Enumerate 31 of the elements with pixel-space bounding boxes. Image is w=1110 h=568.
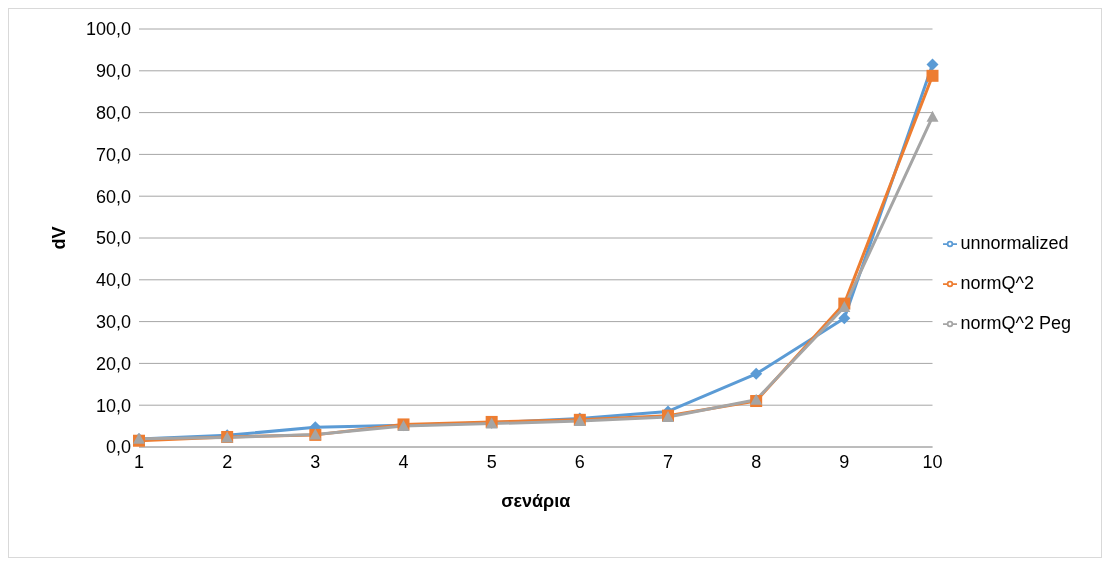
- x-tick-label: 10: [922, 451, 943, 472]
- x-tick-label: 4: [398, 451, 409, 472]
- y-tick-label: 0,0: [105, 437, 131, 458]
- legend-label: unnormalized: [960, 233, 1069, 253]
- x-tick-label: 9: [839, 451, 850, 472]
- y-tick-label: 90,0: [95, 61, 131, 82]
- y-tick-label: 50,0: [95, 228, 131, 249]
- y-tick-label: 20,0: [95, 353, 131, 374]
- x-tick-label: 2: [222, 451, 233, 472]
- x-tick-label: 7: [662, 451, 674, 472]
- x-tick-label: 8: [751, 451, 762, 472]
- y-tick-label: 30,0: [95, 311, 131, 332]
- point: [926, 69, 939, 82]
- point: [926, 58, 939, 71]
- point: [838, 312, 851, 325]
- point: [926, 110, 939, 122]
- y-tick-label: 60,0: [95, 186, 131, 207]
- y-axis-title: dV: [49, 226, 70, 250]
- y-tick-label: 100,0: [85, 19, 131, 40]
- legend-label: normQ^2 Peg: [960, 313, 1071, 333]
- x-tick-label: 1: [133, 451, 145, 472]
- y-tick-label: 80,0: [95, 102, 131, 123]
- point: [750, 367, 763, 380]
- y-tick-label: 70,0: [95, 144, 131, 165]
- y-tick-label: 10,0: [95, 395, 131, 416]
- y-tick-label: 40,0: [95, 270, 131, 291]
- legend-label: normQ^2: [960, 273, 1034, 293]
- x-tick-label: 5: [486, 451, 497, 472]
- x-axis-title: σενάρια: [501, 491, 571, 511]
- x-tick-label: 6: [574, 451, 585, 472]
- x-tick-label: 3: [310, 451, 321, 472]
